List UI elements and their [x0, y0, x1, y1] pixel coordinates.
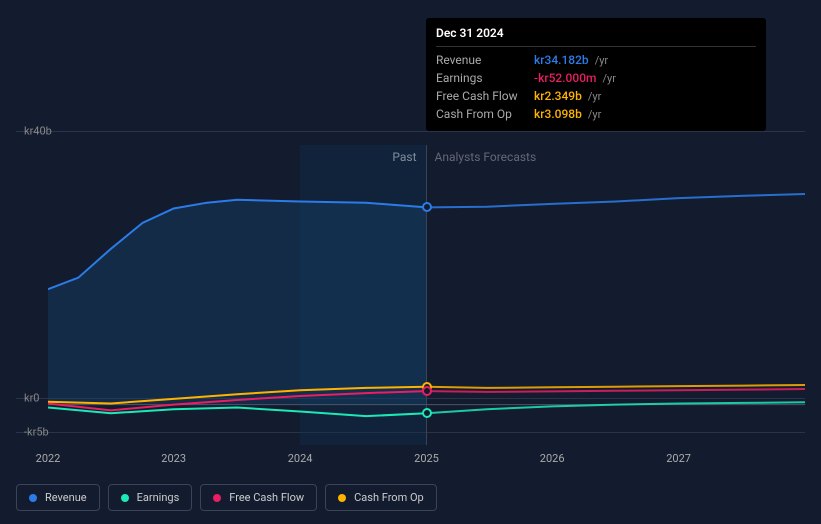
x-tick: 2022: [36, 452, 61, 465]
marker-revenue: [422, 202, 432, 212]
tooltip: Dec 31 2024 Revenue kr34.182b/yr Earnings-…: [426, 18, 766, 131]
gridline-top: [16, 131, 805, 132]
legend-dot-icon: [121, 494, 129, 502]
tooltip-label: Free Cash Flow: [436, 89, 528, 103]
tooltip-value: kr34.182b: [534, 53, 589, 67]
x-tick: 2025: [414, 452, 439, 465]
chart-plot: [48, 145, 805, 445]
legend-item-cash-from-op[interactable]: Cash From Op: [325, 484, 437, 511]
marker-free-cash-flow: [422, 386, 432, 396]
legend: Revenue Earnings Free Cash Flow Cash From O…: [16, 484, 437, 511]
x-tick: 2024: [288, 452, 313, 465]
legend-item-free-cash-flow[interactable]: Free Cash Flow: [200, 484, 317, 511]
tooltip-value: kr2.349b: [534, 89, 582, 103]
x-tick: 2026: [540, 452, 565, 465]
legend-label: Earnings: [137, 491, 180, 504]
x-axis: 202220232024202520262027: [48, 452, 805, 472]
legend-label: Revenue: [45, 491, 87, 504]
legend-label: Free Cash Flow: [229, 491, 304, 504]
y-label-0: kr40b: [24, 125, 52, 138]
x-tick: 2027: [666, 452, 691, 465]
tooltip-row-cash-from-op: Cash From Op kr3.098b/yr: [436, 105, 756, 123]
tooltip-value: kr3.098b: [534, 107, 582, 121]
tooltip-label: Revenue: [436, 53, 528, 67]
tooltip-row-earnings: Earnings -kr52.000m/yr: [436, 69, 756, 87]
marker-earnings: [422, 408, 432, 418]
tooltip-row-revenue: Revenue kr34.182b/yr: [436, 51, 756, 69]
y-label-2: -kr5b: [24, 426, 49, 439]
legend-item-revenue[interactable]: Revenue: [16, 484, 100, 511]
tooltip-label: Earnings: [436, 71, 528, 85]
tooltip-title: Dec 31 2024: [436, 26, 756, 47]
tooltip-label: Cash From Op: [436, 107, 528, 121]
legend-dot-icon: [338, 494, 346, 502]
y-label-1: kr0: [24, 392, 40, 405]
tooltip-unit: /yr: [588, 108, 601, 121]
tooltip-unit: /yr: [602, 72, 615, 85]
legend-label: Cash From Op: [354, 491, 424, 504]
tooltip-row-free-cash-flow: Free Cash Flow kr2.349b/yr: [436, 87, 756, 105]
legend-dot-icon: [29, 494, 37, 502]
legend-item-earnings[interactable]: Earnings: [108, 484, 193, 511]
legend-dot-icon: [213, 494, 221, 502]
tooltip-unit: /yr: [595, 54, 608, 67]
x-tick: 2023: [161, 452, 186, 465]
tooltip-value: -kr52.000m: [534, 71, 596, 85]
tooltip-unit: /yr: [588, 90, 601, 103]
